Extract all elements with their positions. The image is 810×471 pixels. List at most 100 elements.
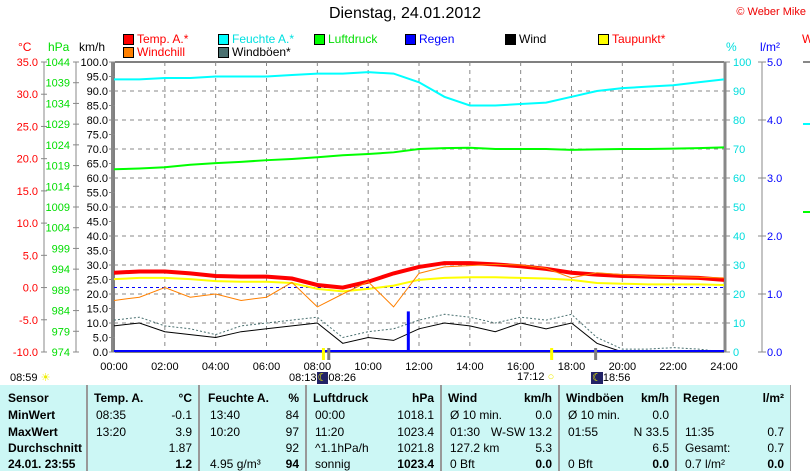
wind-tick-label: 70.0 bbox=[87, 144, 108, 156]
humidity-tick-label: 0 bbox=[733, 347, 739, 359]
wind-tick-label: 65.0 bbox=[87, 159, 108, 171]
cell-value: 0.0 bbox=[535, 457, 552, 471]
cell-value: 1.2 bbox=[175, 457, 192, 471]
pressure-tick-label: 1024 bbox=[46, 140, 70, 152]
temp-tick-label: 5.0 bbox=[23, 250, 38, 262]
column-unit: km/h bbox=[523, 391, 552, 405]
cell-value: 1021.8 bbox=[397, 441, 434, 455]
pressure-tick-label: 994 bbox=[52, 264, 70, 276]
cell-label: 01:55 bbox=[568, 425, 599, 439]
temp-tick-label: -5.0 bbox=[19, 315, 38, 327]
legend-swatch bbox=[123, 33, 134, 45]
pressure-tick-label: 979 bbox=[52, 326, 70, 338]
moonrise-time: 08:26 bbox=[328, 372, 356, 384]
legend-label: Taupunkt* bbox=[612, 32, 666, 46]
chart-title: Dienstag, 24.01.2012 bbox=[328, 5, 482, 22]
wind-tick-label: 35.0 bbox=[87, 246, 108, 258]
legend-swatch bbox=[123, 46, 134, 58]
x-tick-label: 12:00 bbox=[405, 361, 433, 373]
astro-marker bbox=[550, 348, 554, 360]
cell-label: sonnig bbox=[315, 457, 351, 471]
series-line-0 bbox=[113, 261, 725, 290]
legend-label: Regen bbox=[419, 32, 455, 46]
cell-label: Ø 10 min. bbox=[450, 408, 503, 422]
x-tick-label: 00:00 bbox=[100, 361, 128, 373]
cell-value: 0.0 bbox=[767, 457, 784, 471]
astro-marker bbox=[321, 348, 325, 360]
temp-tick-label: 25.0 bbox=[17, 121, 38, 133]
cell-value: N 33.5 bbox=[633, 425, 669, 439]
cell-value: -0.1 bbox=[171, 408, 192, 422]
wind-tick-label: 60.0 bbox=[87, 173, 108, 185]
cell-label: Ø 10 min. bbox=[568, 408, 621, 422]
astro-marker bbox=[327, 348, 331, 360]
wind-tick-label: 5.0 bbox=[93, 333, 108, 345]
pressure-tick-label: 1014 bbox=[46, 181, 70, 193]
row-label: MinWert bbox=[8, 408, 56, 422]
row-label: Durchschnitt bbox=[8, 441, 83, 455]
sun-time-left: 08:59 ☀ bbox=[10, 371, 50, 384]
humidity-tick-label: 90 bbox=[733, 86, 745, 98]
series-line-3 bbox=[113, 276, 725, 293]
temp-tick-label: 0.0 bbox=[23, 283, 38, 295]
series-line-1 bbox=[114, 71, 725, 107]
rain-tick-label: 2.0 bbox=[767, 231, 782, 243]
cell-label: 13:40 bbox=[210, 408, 241, 422]
col-gust: Windböen km/h Ø 10 min. 0.0 01:55 N 33.5 6.5 0 … bbox=[558, 385, 677, 471]
col-press: Luftdruck hPa 00:00 1018.1 11:20 1023.4 ^1.1hP… bbox=[305, 385, 442, 471]
series-line-5 bbox=[113, 313, 725, 353]
column-unit: km/h bbox=[640, 391, 669, 405]
sunset-icon: ○ bbox=[547, 371, 555, 383]
temp-tick-label: 30.0 bbox=[17, 89, 38, 101]
cell-value: 0.7 bbox=[767, 425, 784, 439]
cell-label: 01:30 bbox=[450, 425, 481, 439]
legend-item: Luftdruck bbox=[314, 32, 377, 46]
legend-swatch bbox=[598, 33, 609, 45]
legend-swatch bbox=[405, 33, 416, 45]
pressure-tick-label: 1034 bbox=[46, 98, 70, 110]
cell-value: 1018.1 bbox=[397, 408, 434, 422]
cell-label: 13:20 bbox=[96, 425, 127, 439]
legend-label: Windchill bbox=[137, 45, 186, 59]
cell-label: 0 Bft bbox=[450, 457, 475, 471]
pressure-tick-label: 989 bbox=[52, 285, 70, 297]
humidity-tick-label: 70 bbox=[733, 144, 745, 156]
wind-tick-label: 95.0 bbox=[87, 72, 108, 84]
cell-label: 11:20 bbox=[315, 425, 345, 439]
humidity-tick-label: 20 bbox=[733, 289, 745, 301]
wind-tick-label: 10.0 bbox=[87, 318, 108, 330]
column-header: Wind bbox=[448, 391, 478, 405]
cell-label: 11:35 bbox=[685, 425, 715, 439]
wind-tick-label: 20.0 bbox=[87, 289, 108, 301]
column-unit: % bbox=[288, 391, 299, 405]
sunrise-time: 08:13 bbox=[289, 372, 317, 384]
cell-value: 94 bbox=[285, 457, 299, 471]
rain-tick-label: 0.0 bbox=[767, 347, 782, 359]
cell-value: W-SW 13.2 bbox=[490, 425, 552, 439]
cell-label: 0.7 l/m² bbox=[685, 457, 726, 471]
legend-swatch bbox=[505, 33, 516, 45]
pressure-tick-label: 1009 bbox=[46, 202, 70, 214]
col-sensor: Sensor MinWert MaxWert Durchschnitt 24.0… bbox=[0, 385, 88, 471]
wind-tick-label: 85.0 bbox=[87, 101, 108, 113]
legend-label: Windböen* bbox=[232, 45, 291, 59]
legend-label: Luftdruck bbox=[328, 32, 378, 46]
legend-swatch bbox=[218, 46, 229, 58]
sunset-time: 17:12 bbox=[517, 371, 545, 383]
wind-tick-label: 90.0 bbox=[87, 86, 108, 98]
x-tick-label: 16:00 bbox=[507, 361, 535, 373]
x-tick-label: 20:00 bbox=[609, 361, 637, 373]
column-header: Windböen bbox=[566, 391, 624, 405]
sun-time: 08:59 bbox=[10, 372, 38, 384]
pressure-tick-label: 1029 bbox=[46, 119, 70, 131]
legend-swatch bbox=[314, 33, 325, 45]
cell-label: ^1.1hPa/h bbox=[315, 441, 369, 455]
cell-label: 08:35 bbox=[96, 408, 127, 422]
cut-off-unit: W bbox=[802, 32, 810, 46]
sun-icon: ☀ bbox=[40, 372, 51, 384]
x-tick-label: 08:00 bbox=[304, 361, 332, 373]
x-tick-label: 10:00 bbox=[354, 361, 382, 373]
legend-label: Wind bbox=[519, 32, 547, 46]
legend-item: Regen bbox=[405, 32, 454, 46]
column-header: Luftdruck bbox=[313, 391, 369, 405]
